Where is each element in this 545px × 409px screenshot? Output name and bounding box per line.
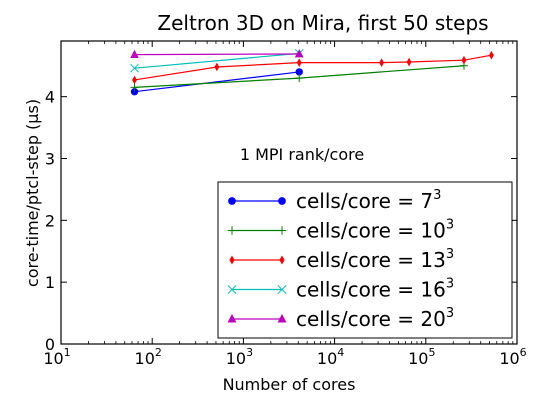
y-tick-label: 0 [45, 335, 55, 354]
x-tick-exponent: 4 [337, 346, 344, 359]
series-3 [132, 50, 494, 85]
data-point [228, 197, 236, 205]
data-point [227, 313, 237, 323]
data-point [227, 284, 237, 295]
legend-label: cells/core = 73 [296, 188, 441, 213]
x-tick-base: 10 [408, 349, 428, 368]
x-tick-label: 104 [317, 346, 344, 368]
data-point [277, 284, 287, 295]
data-point [406, 57, 412, 67]
x-tick-exponent: 6 [520, 346, 527, 359]
x-tick-exponent: 2 [155, 346, 162, 359]
data-point [294, 49, 304, 58]
x-tick-base: 10 [43, 349, 63, 368]
data-point [279, 255, 285, 265]
x-axis: 101 102 103 104 105 106 [43, 41, 527, 368]
legend-label: cells/core = 163 [296, 277, 454, 302]
legend-label-exponent: 3 [446, 247, 454, 262]
x-tick-label: 102 [135, 346, 162, 368]
x-tick-base: 10 [135, 349, 155, 368]
data-point [379, 58, 385, 67]
data-point [278, 197, 286, 205]
legend-entry: cells/core = 73 [228, 188, 441, 213]
series-line [134, 52, 300, 69]
series-line [134, 71, 300, 93]
series-5 [130, 49, 304, 59]
data-point [277, 313, 287, 323]
x-tick-label: 101 [43, 346, 70, 368]
data-point [229, 255, 235, 265]
data-point [295, 74, 304, 83]
legend-label-exponent: 3 [446, 306, 454, 321]
y-axis-label: core-time/ptcl-step (μs) [23, 99, 42, 287]
y-axis: 0 1 2 3 4 [45, 88, 517, 354]
data-point [277, 226, 287, 235]
y-tick-label: 2 [45, 211, 55, 230]
data-point [461, 55, 467, 65]
x-tick-label: 103 [226, 346, 253, 368]
data-point [214, 62, 220, 72]
legend-label-text: cells/core = 10 [296, 219, 446, 243]
legend-label-text: cells/core = 20 [296, 307, 446, 331]
series-group [130, 49, 494, 96]
data-point [130, 83, 139, 92]
data-point [227, 226, 237, 235]
data-point [130, 49, 139, 59]
x-tick-exponent: 5 [428, 346, 435, 359]
data-point [132, 75, 137, 85]
legend-entry: cells/core = 103 [227, 218, 454, 243]
legend-label: cells/core = 103 [296, 218, 454, 243]
x-axis-label: Number of cores [223, 375, 356, 394]
x-tick-base: 10 [317, 349, 337, 368]
x-tick-label: 105 [408, 346, 435, 368]
legend-label: cells/core = 203 [296, 306, 454, 331]
legend-label-exponent: 3 [446, 218, 454, 233]
x-tick-base: 10 [499, 349, 519, 368]
legend-label-text: cells/core = 7 [296, 189, 433, 213]
y-tick-label: 1 [45, 273, 55, 292]
legend-label-text: cells/core = 13 [296, 248, 446, 272]
chart-title: Zeltron 3D on Mira, first 50 steps [157, 11, 488, 35]
legend-entry: cells/core = 133 [229, 247, 454, 272]
legend-label-exponent: 3 [446, 277, 454, 292]
data-point [296, 58, 302, 67]
y-tick-label: 3 [45, 149, 55, 168]
legend-label-exponent: 3 [433, 188, 441, 203]
x-tick-exponent: 1 [64, 346, 71, 359]
series-line [134, 53, 300, 56]
x-tick-label: 106 [499, 346, 526, 368]
y-tick-label: 4 [45, 88, 55, 107]
plot-frame [60, 40, 518, 345]
legend-entry: cells/core = 163 [227, 277, 454, 302]
x-tick-exponent: 3 [246, 346, 253, 359]
data-point [130, 63, 139, 73]
legend-label-text: cells/core = 16 [296, 278, 446, 302]
annotation-text: 1 MPI rank/core [240, 145, 364, 164]
series-1 [130, 68, 303, 96]
data-point [488, 50, 494, 60]
legend-label: cells/core = 133 [296, 247, 454, 272]
x-tick-base: 10 [226, 349, 246, 368]
legend-entry: cells/core = 203 [227, 306, 454, 331]
